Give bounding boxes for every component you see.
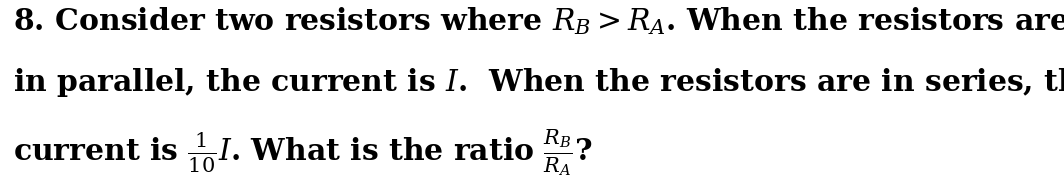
Text: 8. Consider two resistors where $R_B > R_A$. When the resistors are: 8. Consider two resistors where $R_B > R… <box>13 5 1064 37</box>
Text: current is $\frac{1}{10}I$. What is the ratio $\frac{R_B}{R_A}$?: current is $\frac{1}{10}I$. What is the … <box>13 127 593 178</box>
Text: in parallel, the current is $I$.  When the resistors are in series, the: in parallel, the current is $I$. When th… <box>13 66 1064 99</box>
